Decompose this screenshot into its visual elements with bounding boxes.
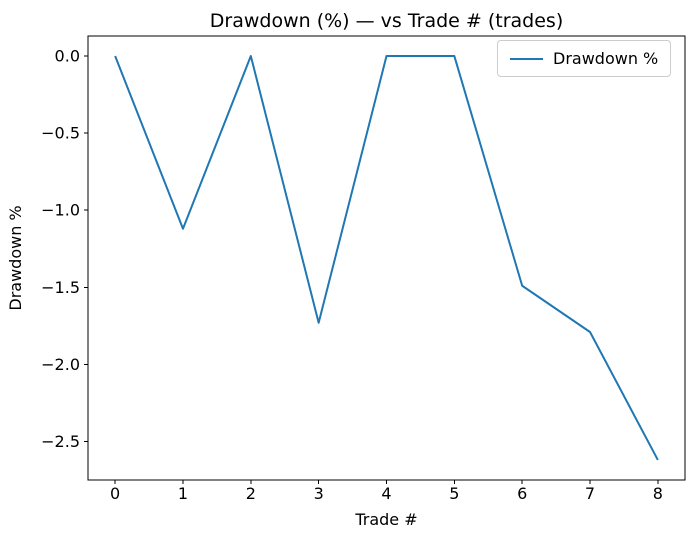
x-tick-label: 2 [246, 484, 256, 503]
legend-label: Drawdown % [553, 49, 659, 68]
x-tick-label: 7 [585, 484, 595, 503]
y-tick-label: −2.0 [41, 355, 80, 374]
x-axis-label: Trade # [355, 510, 418, 529]
x-tick-label: 5 [449, 484, 459, 503]
y-tick-label: −0.5 [41, 124, 80, 143]
x-tick-label: 3 [314, 484, 324, 503]
x-tick-label: 8 [653, 484, 663, 503]
legend: Drawdown % [497, 40, 672, 77]
x-tick-label: 6 [517, 484, 527, 503]
y-tick-label: −2.5 [41, 432, 80, 451]
y-tick-label: −1.0 [41, 201, 80, 220]
y-axis-label: Drawdown % [6, 205, 25, 311]
y-tick-label: −1.5 [41, 278, 80, 297]
x-tick-label: 0 [110, 484, 120, 503]
chart-title: Drawdown (%) — vs Trade # (trades) [209, 10, 564, 32]
legend-line-sample [510, 57, 543, 60]
x-tick-label: 4 [381, 484, 391, 503]
axes-spines [87, 35, 686, 481]
x-tick-label: 1 [178, 484, 188, 503]
series-line [114, 55, 659, 461]
y-tick-label: 0.0 [55, 47, 80, 66]
